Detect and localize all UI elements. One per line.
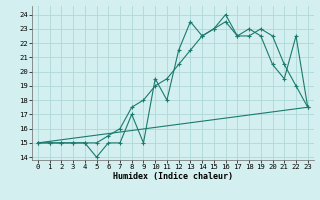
X-axis label: Humidex (Indice chaleur): Humidex (Indice chaleur) [113, 172, 233, 181]
